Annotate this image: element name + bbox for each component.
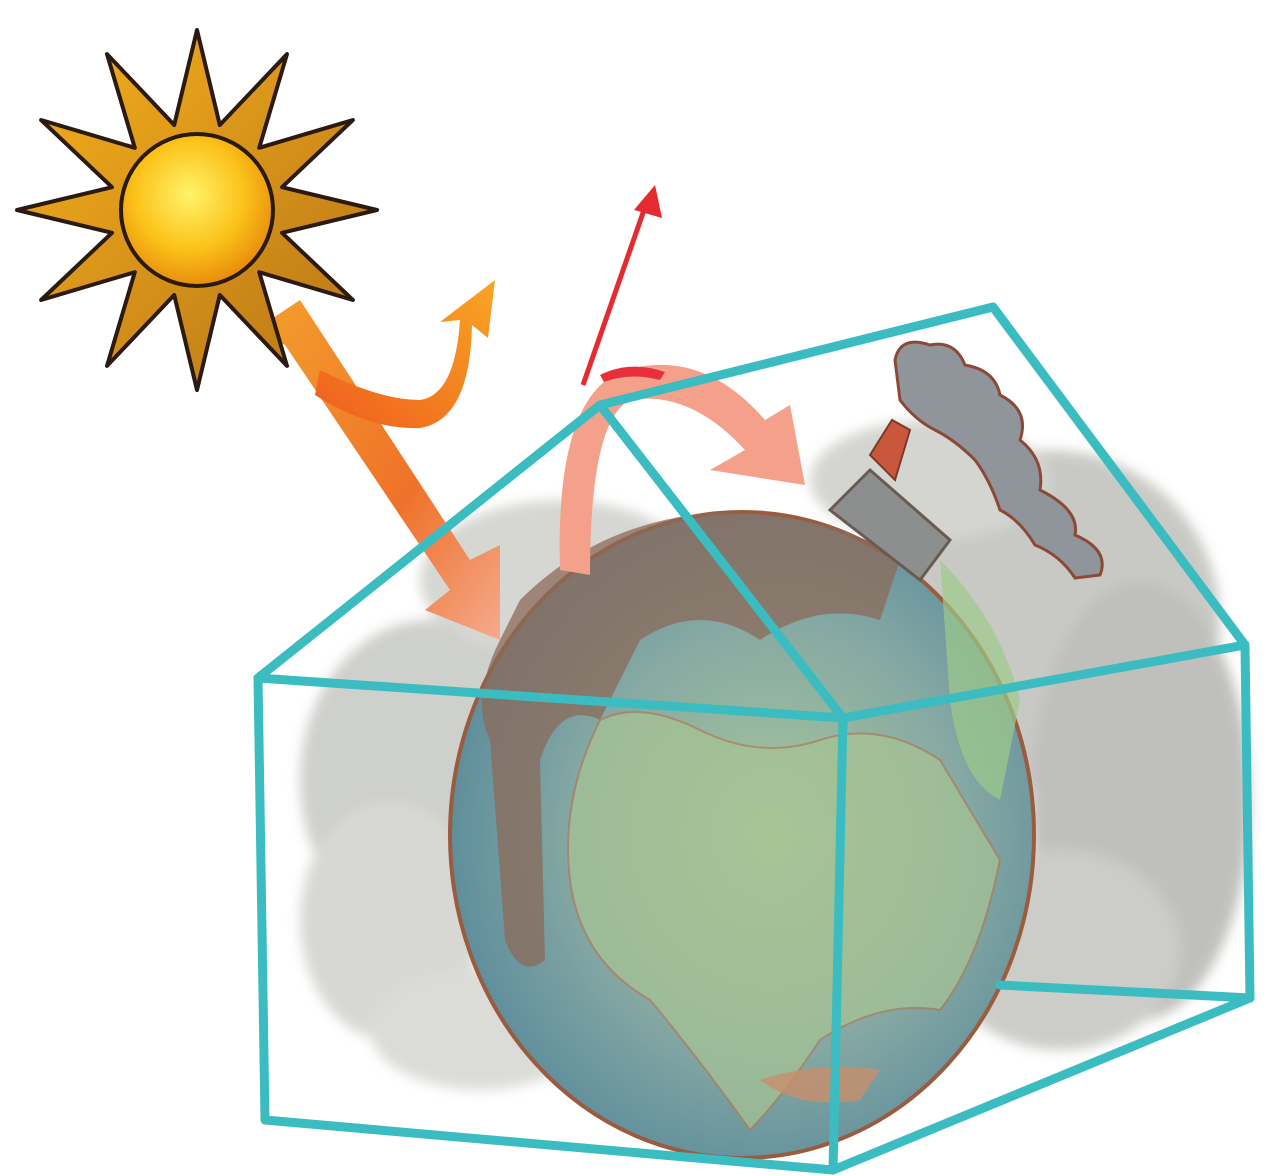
escaping-heat [580,185,662,386]
sun [15,28,379,392]
greenhouse [253,302,1255,1175]
escaping-heat-base [600,366,665,382]
earth [448,510,1036,1160]
reflected-radiation [315,280,495,429]
sun-core [119,132,275,288]
factory [827,340,1104,583]
trapped-heat [559,364,805,575]
incoming-radiation [255,300,500,640]
